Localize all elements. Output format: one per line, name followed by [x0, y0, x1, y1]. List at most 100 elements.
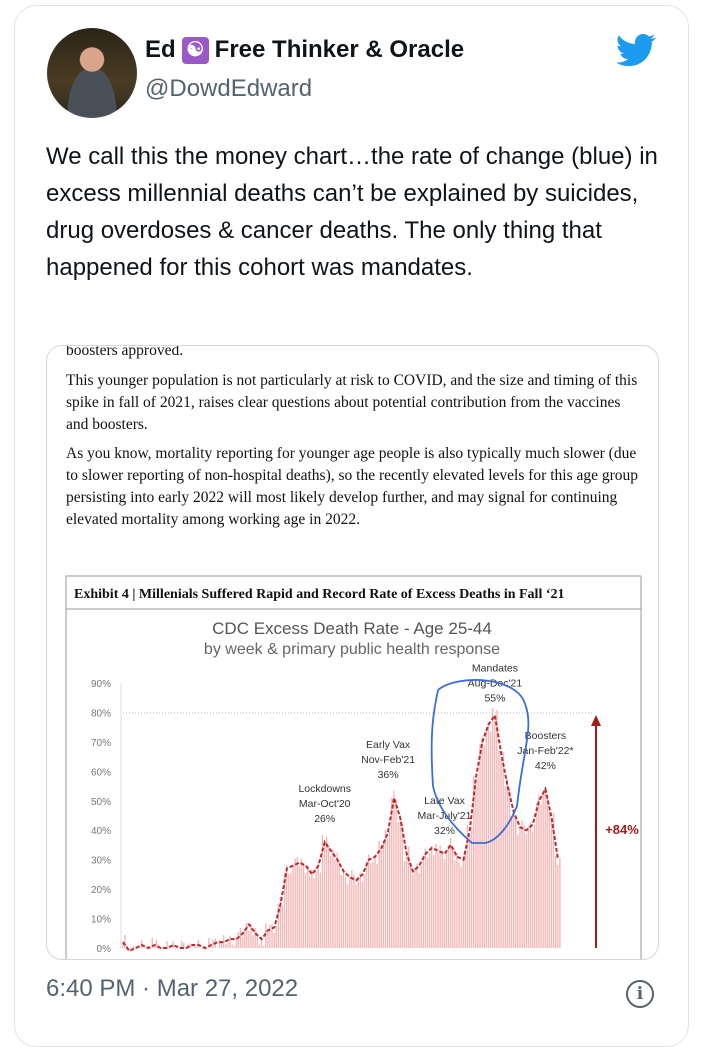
document-excerpt: boosters approved. This younger populati…: [66, 345, 639, 528]
bar: [477, 777, 479, 948]
bar: [374, 854, 376, 948]
bar: [523, 824, 525, 948]
bar: [296, 857, 298, 948]
bar: [349, 877, 351, 948]
bar: [416, 863, 418, 948]
bar: [330, 856, 332, 948]
bar: [241, 936, 244, 948]
bar: [370, 863, 372, 948]
y-tick-label: 80%: [91, 708, 111, 719]
bar: [134, 948, 137, 949]
exhibit-title: Exhibit 4 | Millenials Suffered Rapid an…: [74, 587, 565, 602]
bar: [317, 863, 319, 948]
bar: [447, 844, 450, 948]
annotation-label: Nov-Feb'21: [361, 754, 415, 766]
bar: [220, 942, 223, 948]
bar: [533, 824, 536, 948]
bar: [407, 846, 410, 948]
bar: [208, 937, 210, 948]
annotation-label: Mandates: [472, 662, 518, 674]
bar: [506, 778, 509, 948]
bar: [260, 937, 263, 948]
bar: [248, 931, 250, 948]
bar: [170, 948, 172, 949]
bar: [166, 940, 168, 948]
y-tick-label: 70%: [91, 738, 111, 749]
bar: [529, 822, 532, 948]
annotation-label: Early Vax: [366, 739, 411, 751]
bar: [424, 848, 427, 948]
annotation-label: Mar-Oct'20: [299, 798, 351, 810]
bar: [206, 948, 208, 949]
bar: [256, 936, 258, 948]
bar: [300, 859, 303, 948]
y-tick-label: 50%: [91, 797, 111, 808]
bar: [155, 939, 158, 948]
bar: [466, 824, 469, 948]
bar: [452, 846, 454, 948]
bar: [410, 866, 412, 948]
bar: [265, 923, 267, 948]
bar: [304, 872, 307, 948]
bar: [233, 946, 235, 948]
bar: [122, 942, 124, 948]
bar: [401, 823, 403, 948]
twitter-bird-icon[interactable]: [613, 30, 659, 70]
bar: [552, 813, 555, 948]
y-tick-label: 10%: [91, 915, 111, 926]
bar: [487, 722, 490, 948]
hand-drawn-highlight-circle: [430, 679, 530, 844]
bar: [445, 852, 448, 948]
tweet-timestamp[interactable]: 6:40 PM · Mar 27, 2022: [46, 975, 299, 1002]
bar: [443, 859, 446, 948]
bar: [225, 943, 227, 948]
bar: [124, 935, 126, 948]
bar: [483, 745, 485, 948]
bar: [498, 750, 500, 948]
bar: [302, 863, 305, 948]
bar: [231, 944, 233, 948]
bar: [357, 876, 359, 948]
bar: [168, 948, 170, 949]
bar: [342, 867, 345, 948]
annotation-label: Mar-July'21: [418, 810, 472, 822]
bar: [141, 939, 143, 948]
bar: [332, 849, 334, 948]
tweet-media-image[interactable]: boosters approved. This younger populati…: [46, 345, 659, 960]
y-tick-label: 60%: [91, 767, 111, 778]
bar: [338, 861, 340, 948]
bar: [426, 857, 429, 948]
exhibit-frame: [65, 575, 642, 959]
bar: [143, 948, 145, 949]
bar: [195, 946, 198, 948]
annotation-label: 36%: [378, 769, 399, 781]
bar: [489, 731, 492, 948]
info-icon[interactable]: i: [626, 980, 654, 1008]
bar: [376, 863, 378, 948]
user-handle[interactable]: @DowdEdward: [145, 75, 313, 102]
bar: [292, 865, 294, 948]
bar: [286, 864, 288, 948]
bar: [422, 855, 425, 948]
bar: [313, 877, 315, 948]
bar: [128, 948, 130, 949]
bar: [536, 802, 538, 948]
bar: [311, 869, 313, 948]
bar: [212, 939, 214, 948]
bar: [367, 854, 370, 948]
bar: [462, 859, 464, 948]
bar: [319, 872, 322, 948]
bar: [334, 859, 336, 948]
yin-yang-icon: ☯: [181, 36, 209, 64]
bar: [496, 710, 498, 948]
bar: [525, 833, 527, 948]
bar: [172, 941, 174, 948]
bar: [399, 814, 401, 948]
display-name[interactable]: Ed ☯ Free Thinker & Oracle: [145, 36, 465, 64]
bar: [269, 925, 271, 948]
bar: [456, 853, 458, 948]
avatar[interactable]: [47, 28, 137, 118]
bar: [250, 924, 252, 948]
bar: [412, 874, 414, 948]
annotation-label: 55%: [484, 692, 505, 704]
